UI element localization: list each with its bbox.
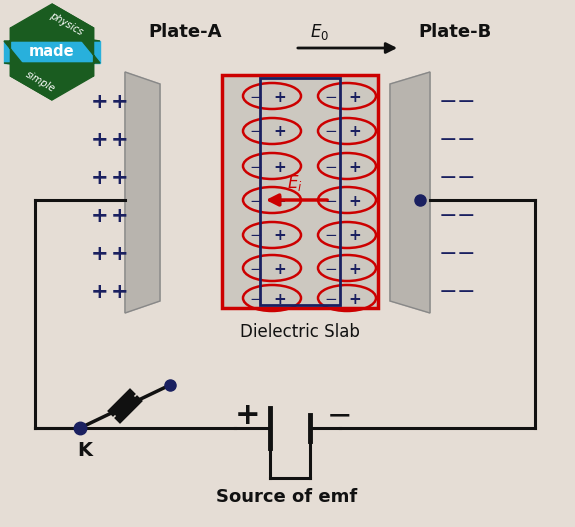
Text: −: − <box>457 92 476 112</box>
Text: −: − <box>439 244 457 264</box>
Text: +: + <box>348 193 361 209</box>
Text: $E_i$: $E_i$ <box>287 173 303 193</box>
Text: +: + <box>348 160 361 174</box>
Text: −: − <box>325 124 338 140</box>
Text: −: − <box>439 168 457 188</box>
Text: −: − <box>250 124 262 140</box>
Text: −: − <box>457 206 476 226</box>
Text: +: + <box>274 261 286 277</box>
Text: +: + <box>274 291 286 307</box>
Text: −: − <box>325 291 338 307</box>
Polygon shape <box>10 4 94 100</box>
Text: Plate-A: Plate-A <box>148 23 222 41</box>
Text: −: − <box>325 160 338 174</box>
Text: +: + <box>111 244 129 264</box>
Text: +: + <box>348 261 361 277</box>
Text: +: + <box>111 282 129 302</box>
Text: +: + <box>348 90 361 104</box>
Polygon shape <box>4 4 100 76</box>
Text: −: − <box>325 90 338 104</box>
Text: +: + <box>91 92 109 112</box>
Text: Plate-B: Plate-B <box>419 23 492 41</box>
Text: −: − <box>327 402 352 431</box>
Text: −: − <box>457 168 476 188</box>
Text: +: + <box>91 130 109 150</box>
Text: K: K <box>78 441 93 460</box>
Text: +: + <box>111 130 129 150</box>
Text: −: − <box>250 229 262 243</box>
Text: +: + <box>348 291 361 307</box>
Text: −: − <box>457 130 476 150</box>
Polygon shape <box>4 28 100 100</box>
Text: −: − <box>325 229 338 243</box>
Text: −: − <box>439 130 457 150</box>
Text: +: + <box>91 206 109 226</box>
Text: Source of emf: Source of emf <box>216 488 358 506</box>
Text: +: + <box>348 229 361 243</box>
Text: +: + <box>274 90 286 104</box>
Text: Dielectric Slab: Dielectric Slab <box>240 323 360 341</box>
Text: −: − <box>439 206 457 226</box>
Polygon shape <box>390 72 430 313</box>
Text: made: made <box>29 44 75 60</box>
Text: +: + <box>91 168 109 188</box>
Text: +: + <box>348 124 361 140</box>
Text: +: + <box>274 124 286 140</box>
Text: +: + <box>235 402 261 431</box>
Bar <box>260 78 340 305</box>
Text: +: + <box>91 244 109 264</box>
Text: +: + <box>274 229 286 243</box>
Text: $E_0$: $E_0$ <box>310 22 329 42</box>
Text: −: − <box>439 92 457 112</box>
Text: −: − <box>250 90 262 104</box>
Text: +: + <box>274 193 286 209</box>
Text: −: − <box>325 261 338 277</box>
Polygon shape <box>125 72 160 313</box>
Text: −: − <box>250 193 262 209</box>
Text: simple: simple <box>24 70 56 94</box>
Text: −: − <box>325 193 338 209</box>
Bar <box>222 75 378 308</box>
Text: +: + <box>274 160 286 174</box>
Bar <box>222 75 378 308</box>
Text: −: − <box>250 261 262 277</box>
Text: −: − <box>250 160 262 174</box>
Text: −: − <box>457 282 476 302</box>
Text: +: + <box>111 206 129 226</box>
Text: −: − <box>439 282 457 302</box>
Text: −: − <box>250 291 262 307</box>
Text: −: − <box>457 244 476 264</box>
Text: +: + <box>111 168 129 188</box>
Text: physics: physics <box>48 11 85 37</box>
Bar <box>4 41 100 63</box>
Text: +: + <box>111 92 129 112</box>
Text: +: + <box>91 282 109 302</box>
